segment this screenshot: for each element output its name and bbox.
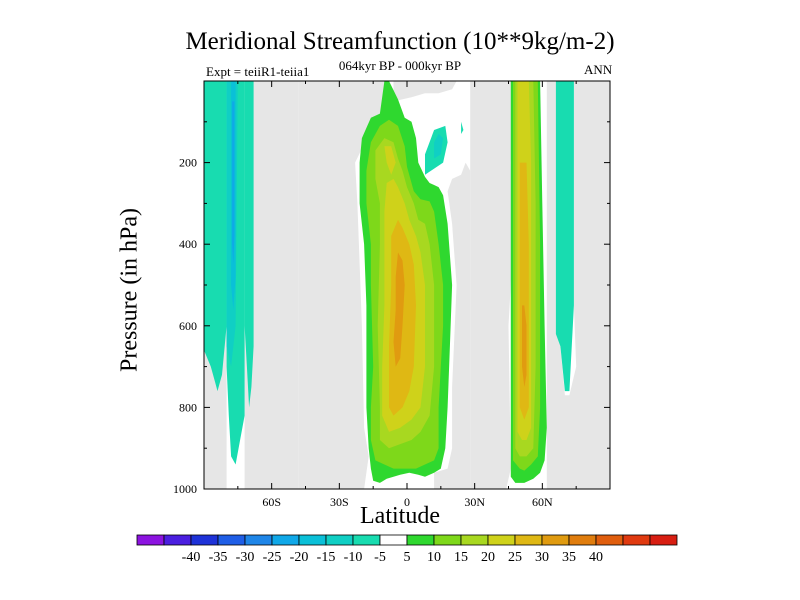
colorbar-label: 40 [589,550,603,565]
y-tick-label: 600 [179,319,197,333]
x-tick-label: 30N [464,495,485,509]
colorbar-box [568,534,597,546]
y-tick-label: 400 [179,237,197,251]
colorbar-box [406,534,435,546]
contour-region [384,146,396,175]
contour-region [298,81,389,489]
contour-region [522,305,527,387]
colorbar-label: -30 [236,550,255,565]
colorbar-label: 5 [404,550,411,565]
colorbar-label: 25 [508,550,522,565]
colorbar: -40 -35 -30 -25 -20 -15 -10 -5 5 10 15 20 25 30 35 40 [136,534,678,565]
colorbar-label: -35 [209,550,228,565]
contour-region [555,81,574,392]
x-tick-label: 60N [532,495,553,509]
colorbar-box [541,534,570,546]
x-tick-label: 60S [262,495,281,509]
colorbar-box [136,534,165,546]
contour-region [393,252,405,367]
axes: 200 400 600 800 1000 60S 30S 0 30N 60N [173,80,611,509]
colorbar-label: 20 [481,550,495,565]
colorbar-box [298,534,327,546]
y-tick-label: 200 [179,156,197,170]
y-tick-label: 1000 [173,482,197,496]
colorbar-box [325,534,354,546]
colorbar-box [622,534,651,546]
contour-region [434,162,471,489]
colorbar-box [379,534,408,546]
colorbar-box [271,534,300,546]
colorbar-label: 15 [454,550,468,565]
experiment-label: Expt = teiiR1-teiia1 [206,64,310,79]
contour-region [244,81,299,489]
colorbar-box [433,534,462,546]
contour-region [244,81,254,408]
season-label: ANN [584,62,613,77]
chart-title: Meridional Streamfunction (10**9kg/m-2) [185,28,615,55]
contour-region [470,81,516,489]
colorbar-label: -25 [263,550,282,565]
colorbar-box [163,534,192,546]
colorbar-label: -15 [317,550,336,565]
colorbar-box [649,534,678,546]
colorbar-box [217,534,246,546]
contour-region [546,81,610,489]
colorbar-label: 10 [427,550,441,565]
contour-region [204,81,227,392]
y-tick-label: 800 [179,400,197,414]
x-tick-label: 30S [330,495,349,509]
contour-region [434,134,444,159]
contour-region [393,81,457,102]
plot-area [204,81,610,489]
contour-region [232,101,235,265]
colorbar-label: -20 [290,550,309,565]
colorbar-label: -40 [182,550,201,565]
colorbar-box [595,534,624,546]
colorbar-label: -10 [344,550,363,565]
colorbar-box [460,534,489,546]
contour-region [461,121,464,134]
colorbar-label: 35 [562,550,576,565]
colorbar-box [487,534,516,546]
colorbar-box [352,534,381,546]
x-tick-label: 0 [404,495,410,509]
x-axis-label: Latitude [360,503,440,529]
colorbar-label: 30 [535,550,549,565]
chart-subtitle: 064kyr BP - 000kyr BP [338,58,462,73]
colorbar-box [514,534,543,546]
colorbar-label: -5 [374,550,386,565]
colorbar-box [190,534,219,546]
colorbar-box [244,534,273,546]
